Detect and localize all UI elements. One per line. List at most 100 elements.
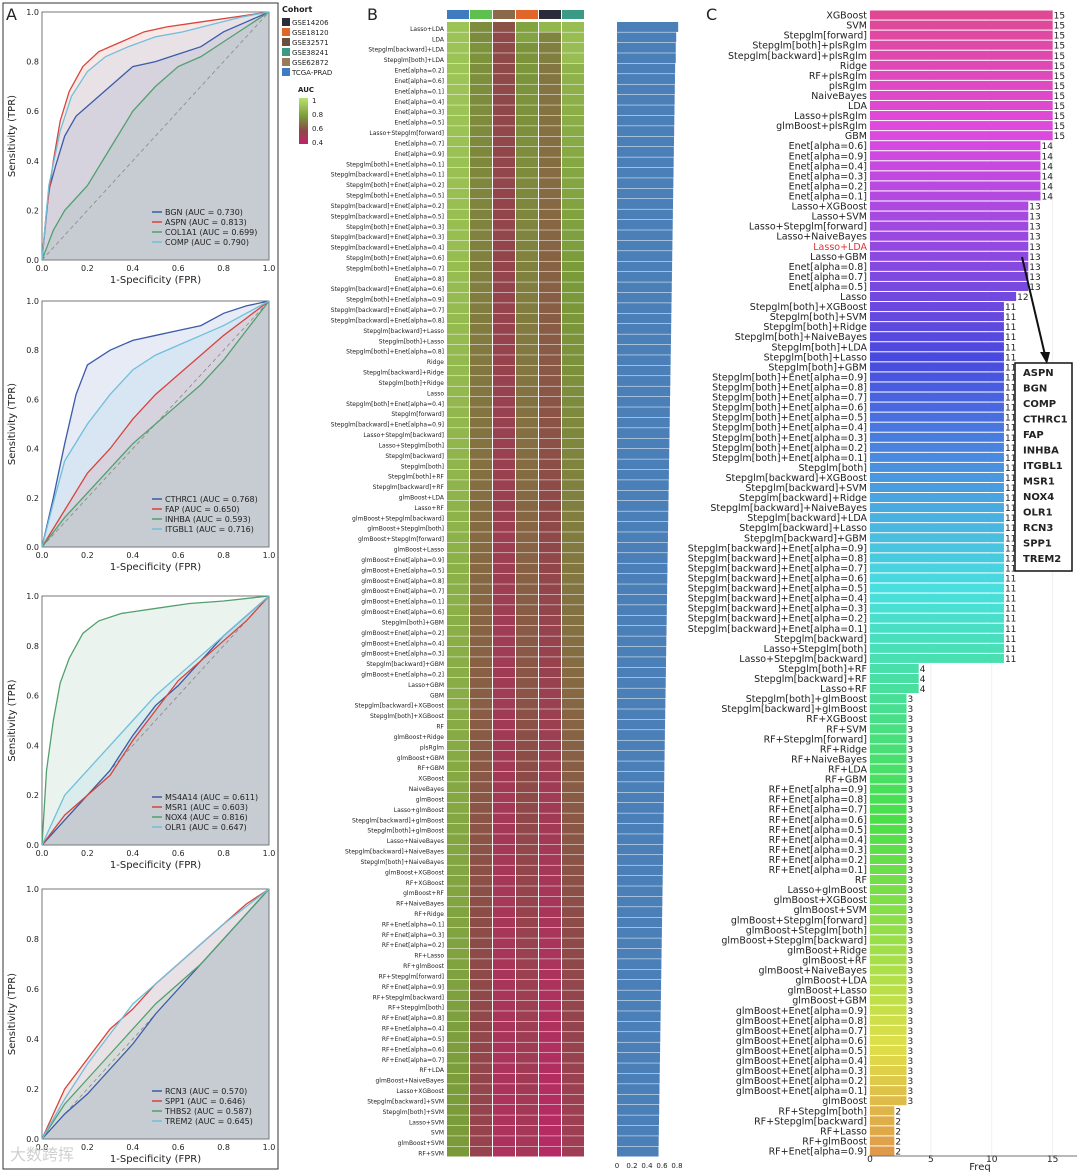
mean-auc-bar — [617, 719, 666, 730]
heatmap-cell — [493, 157, 515, 168]
heatmap-cell — [516, 74, 538, 84]
heatmap-cell — [516, 53, 538, 64]
heatmap-cell — [516, 625, 538, 636]
freq-bar — [870, 1116, 895, 1126]
heatmap-cell — [447, 126, 469, 137]
legend-entry: MSR1 (AUC = 0.603) — [165, 803, 248, 812]
heatmap-row-label: glmBoost+XGBoost — [385, 869, 445, 876]
mean-auc-bar — [617, 917, 663, 928]
heatmap-cell — [539, 532, 561, 543]
heatmap-row-label: Lasso — [427, 390, 444, 397]
heatmap-cell — [562, 146, 584, 157]
heatmap-cell — [493, 521, 515, 532]
heatmap-row-label: glmBoost+Enet[alpha=0.7] — [361, 588, 444, 595]
heatmap-cell — [539, 490, 561, 501]
heatmap-cell — [539, 875, 561, 886]
freq-value-label: 3 — [908, 876, 914, 886]
heatmap-cell — [470, 303, 492, 314]
heatmap-cell — [516, 178, 538, 189]
freq-bar — [870, 503, 1004, 513]
heatmap-cell — [539, 1042, 561, 1053]
heatmap-cell — [539, 740, 561, 751]
heatmap-cell — [539, 823, 561, 834]
heatmap-cell — [447, 209, 469, 220]
auc-legend-title: AUC — [298, 86, 314, 94]
heatmap-cell — [562, 1032, 584, 1042]
mean-auc-bar — [617, 761, 665, 772]
heatmap-row-label: Enet[alpha=0.3] — [394, 109, 444, 116]
y-tick-label: 0.0 — [26, 1135, 39, 1144]
heatmap-cell — [493, 32, 515, 43]
legend-entry: TREM2 (AUC = 0.645) — [164, 1117, 253, 1126]
freq-value-label: 15 — [1054, 132, 1065, 142]
column-header-GSE32571 — [493, 10, 515, 19]
heatmap-row-label: Stepglm[backward]+glmBoost — [352, 817, 445, 824]
heatmap-cell — [447, 469, 469, 480]
heatmap-row-label: Stepglm[both]+Enet[alpha=0.1] — [346, 161, 444, 168]
freq-bar — [870, 824, 907, 834]
freq-value-label: 11 — [1005, 363, 1016, 373]
heatmap-cell — [516, 1000, 538, 1011]
freq-bar — [870, 452, 1004, 462]
heatmap-cell — [493, 792, 515, 803]
mean-auc-bar — [617, 376, 671, 386]
freq-bar — [870, 181, 1041, 191]
heatmap-cell — [470, 615, 492, 626]
heatmap-cell — [562, 334, 584, 345]
heatmap-cell — [516, 376, 538, 386]
mean-auc-bar — [617, 469, 669, 480]
heatmap-cell — [516, 740, 538, 751]
freq-bar — [870, 995, 907, 1005]
heatmap-cell — [493, 657, 515, 668]
heatmap-cell — [493, 886, 515, 897]
mean-auc-bar — [617, 126, 675, 137]
heatmap-cell — [493, 1104, 515, 1115]
freq-bar — [870, 60, 1053, 70]
heatmap-cell — [539, 32, 561, 43]
heatmap-cell — [447, 886, 469, 897]
y-tick-label: 0.0 — [26, 256, 39, 265]
heatmap-cell — [493, 573, 515, 584]
freq-bar — [870, 342, 1004, 352]
heatmap-cell — [539, 688, 561, 699]
heatmap-cell — [470, 865, 492, 876]
heatmap-cell — [447, 365, 469, 376]
heatmap-row-label: glmBoost+GBM — [397, 755, 444, 762]
heatmap-cell — [562, 115, 584, 126]
heatmap-cell — [447, 907, 469, 918]
y-tick-label: 0.6 — [26, 692, 39, 701]
y-axis-label: Sensitivity (TPR) — [7, 973, 18, 1055]
freq-category-label: glmBoost+Enet[alpha=0.9] — [736, 1006, 867, 1017]
freq-value-label: 3 — [908, 846, 914, 856]
heatmap-cell — [562, 1104, 584, 1115]
freq-value-label: 2 — [895, 1137, 901, 1147]
freq-bar — [870, 271, 1029, 281]
freq-value-label: 2 — [895, 1117, 901, 1127]
cohort-swatch — [282, 38, 290, 46]
freq-value-label: 3 — [908, 1087, 914, 1097]
heatmap-cell — [539, 1011, 561, 1022]
heatmap-row-label: Stepglm[backward]+RF — [373, 484, 445, 491]
heatmap-row-label: glmBoost+NaiveBayes — [375, 1078, 444, 1085]
panel-a-frame — [2, 2, 279, 1170]
freq-value-label: 3 — [908, 826, 914, 836]
freq-category-label: RF+LDA — [828, 765, 867, 776]
heatmap-cell — [493, 63, 515, 74]
heatmap-cell — [539, 886, 561, 897]
heatmap-cell — [470, 521, 492, 532]
freq-category-label: Stepglm[backward]+Enet[alpha=0.6] — [688, 574, 867, 585]
freq-category-label: glmBoost+XGBoost — [774, 895, 868, 906]
x-axis-label: 1-Specificity (FPR) — [110, 275, 201, 286]
freq-category-label: Stepglm[backward]+Enet[alpha=0.9] — [688, 543, 867, 554]
heatmap-cell — [447, 948, 469, 959]
y-tick-label: 1.0 — [26, 885, 39, 894]
heatmap-cell — [493, 594, 515, 605]
heatmap-cell — [516, 782, 538, 793]
heatmap-cell — [447, 438, 469, 449]
freq-bar — [870, 965, 907, 975]
heatmap-cell — [470, 1084, 492, 1095]
heatmap-cell — [516, 105, 538, 116]
gene-name: INHBA — [1023, 446, 1059, 457]
freq-bar — [870, 382, 1004, 392]
heatmap-cell — [516, 230, 538, 241]
